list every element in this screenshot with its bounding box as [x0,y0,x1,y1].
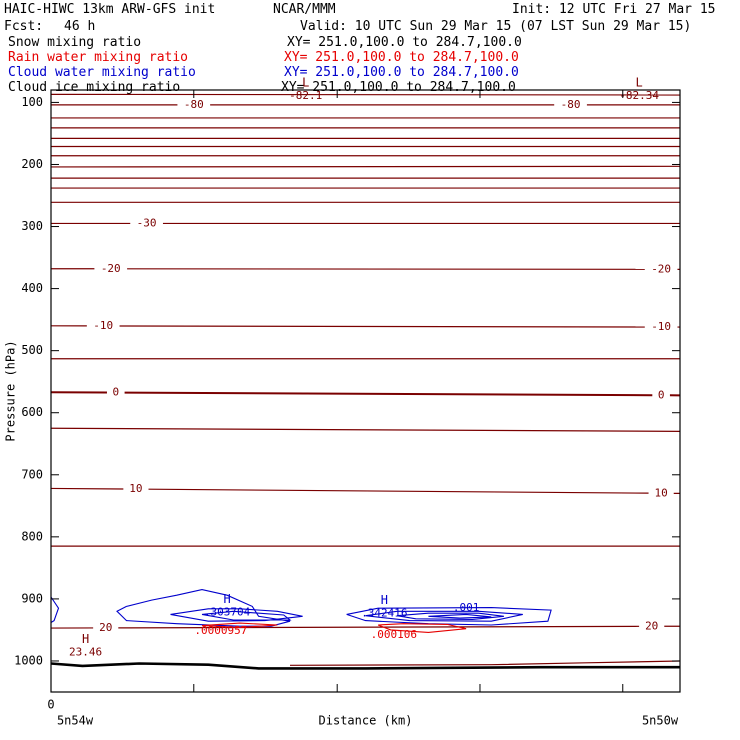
rain-water-contour [201,622,278,629]
org-label: NCAR/MMM [273,2,336,17]
extremum-value: -82.34 [619,89,659,102]
temperature-contour-label: -10 [93,319,113,332]
contour-value-label: .000106 [371,628,417,641]
temperature-contour-label: 20 [99,621,112,634]
temperature-contour [50,427,681,432]
x-tick-label: 0 [47,698,54,712]
y-tick-label: 200 [21,157,43,171]
y-tick-label: 700 [21,467,43,481]
y-tick-label: 900 [21,591,43,605]
fcst-value: 46 h [64,19,96,34]
temperature-contour-label: -20 [651,262,671,275]
temperature-contour-label: -20 [101,262,121,275]
y-tick-label: 800 [21,529,43,543]
rain-contours [201,622,467,633]
temperature-contour [148,488,649,494]
y-tick-label: 600 [21,405,43,419]
contour-value-label: .001 [453,601,480,614]
cloud-water-contour [201,610,292,621]
temperature-contour-label: 20 [645,619,658,632]
temperature-contour [118,625,640,629]
field-name-rain: Rain water mixing ratio [8,50,189,65]
temperature-contour-label: 10 [655,486,668,499]
fcst-label: Fcst: [4,19,44,34]
cloud-water-contour [428,613,492,619]
y-tick-label: 1000 [14,653,43,667]
temperature-contour [127,268,645,270]
temperature-contour-label: 10 [129,482,142,495]
field-xy-cloud-ice: XY= 251.0,100.0 to 284.7,100.0 [281,80,516,95]
near-surface-contour [289,660,681,666]
field-name-cloud-ice: Cloud ice mixing ratio [8,80,181,95]
temperature-contour [50,93,681,96]
y-tick-label: 500 [21,343,43,357]
field-xy-cloud-water: XY= 251.0,100.0 to 284.7,100.0 [284,65,519,80]
y-tick-label: 400 [21,281,43,295]
extremum-value: -82.1 [289,89,322,102]
contour-value-label: .0000957 [194,624,247,637]
temperature-contour-label: -80 [561,98,581,111]
y-tick-label: 100 [21,95,43,109]
terrain-line [50,660,681,670]
extremum-high-marker: H [224,592,231,606]
terrain-line [50,662,680,670]
extremum-value: 23.46 [69,646,102,659]
field-xy-snow: XY= 251.0,100.0 to 284.7,100.0 [287,35,522,50]
cloud-water-contour [170,608,303,622]
cloud-water-contour [365,610,523,622]
x-axis-title: Distance (km) [319,714,413,728]
x-endpoint-label-right: 5n50w [642,714,679,728]
field-name-snow: Snow mixing ratio [8,35,142,50]
y-axis-title: Pressure (hPa) [4,340,18,441]
field-xy-rain: XY= 251.0,100.0 to 284.7,100.0 [284,50,519,65]
extremum-value: .342416 [361,607,407,620]
cloud-water-contour [396,612,504,620]
cloud-water-contours [50,589,552,627]
extremum-high-marker: H [82,632,89,646]
cloud-water-contour [116,589,291,627]
model-title: HAIC-HIWC 13km ARW-GFS init [4,2,216,17]
temperature-contour [119,325,645,328]
temperature-contours: -80 -80 -30 -20 -20 -10 -10 0 0 10 10 20 20 [50,93,681,634]
extremum-low-marker: L [302,75,309,89]
rain-water-contour [377,623,467,633]
plot-border [50,89,681,693]
y-tick-label: 300 [21,219,43,233]
valid-time: Valid: 10 UTC Sun 29 Mar 15 (07 LST Sun … [300,19,692,34]
field-name-cloud-water: Cloud water mixing ratio [8,65,196,80]
extremum-low-marker: L [635,75,642,89]
temperature-contour-label: -80 [184,98,204,111]
temperature-contour [124,391,653,397]
extremum-high-marker: H [381,593,388,607]
temperature-contour [50,165,681,168]
temperature-contour-label: -10 [651,320,671,333]
x-endpoint-label-left: 5n54w [57,714,94,728]
temperature-contour-label: -30 [137,216,157,229]
init-time: Init: 12 UTC Fri 27 Mar 15 [512,2,716,17]
contour-labels: L-82.1L-82.34H23.46H.303704H.342416.001.… [69,75,659,658]
cloud-water-contour [346,607,552,626]
cloud-water-contour [50,596,60,623]
temperature-contour-label: 0 [658,388,665,401]
extremum-value: .303704 [204,605,251,618]
temperature-contour-label: 0 [112,386,119,399]
plot-frame [50,89,681,693]
temperature-contour [50,487,124,490]
